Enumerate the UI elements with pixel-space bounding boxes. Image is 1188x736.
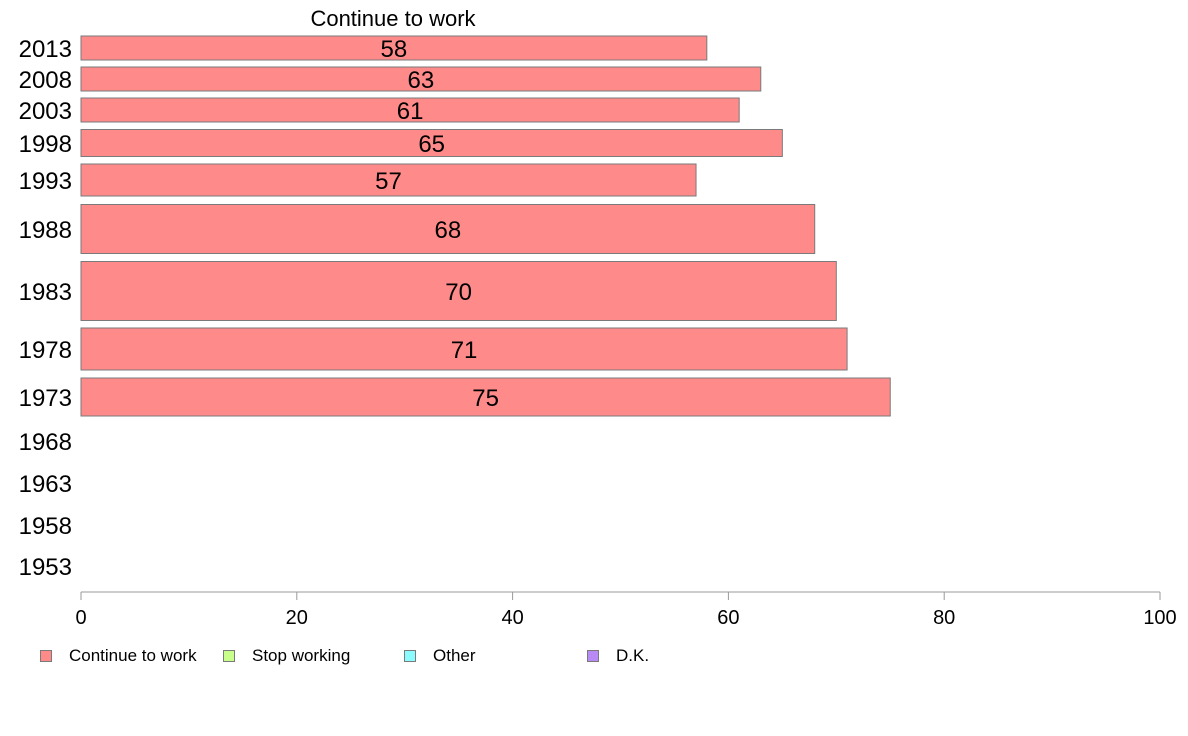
x-tick-label-40: 40 [501, 607, 523, 629]
category-label-1993: 1993 [19, 168, 72, 195]
category-label-1988: 1988 [19, 217, 72, 244]
legend-swatch-2 [404, 650, 416, 662]
legend-label-2: Other [433, 646, 476, 665]
legend-label-3: D.K. [616, 646, 650, 665]
legend-label-1: Stop working [252, 646, 351, 665]
legend-item-1: Stop working [223, 646, 350, 666]
legend-swatch-0 [40, 650, 52, 662]
category-label-1958: 1958 [19, 513, 72, 540]
bar-2013-series-0 [80, 35, 708, 61]
x-tick-label-100: 100 [1143, 607, 1176, 629]
bar-label-1993-series-0: 57 [375, 168, 402, 195]
category-label-2003: 2003 [19, 98, 72, 125]
bar-label-1983-series-0: 70 [445, 279, 472, 306]
category-label-1983: 1983 [19, 279, 72, 306]
x-axis: 0 20 40 60 80 100 [75, 591, 1177, 629]
bar-label-1988-series-0: 68 [435, 217, 462, 244]
category-label-1953: 1953 [19, 554, 72, 581]
bar-1973-series-0 [80, 377, 891, 417]
bar-label-2013-series-0: 58 [381, 36, 408, 63]
legend-item-3: D.K. [587, 646, 649, 666]
bar-label-1978-series-0: 71 [451, 337, 478, 364]
category-label-2013: 2013 [19, 36, 72, 63]
bar-label-2008-series-0: 63 [408, 67, 435, 94]
bar-label-1973-series-0: 75 [472, 385, 499, 412]
category-label-1973: 1973 [19, 385, 72, 412]
legend: Continue to work Stop working Other D.K. [40, 646, 800, 668]
category-label-1978: 1978 [19, 337, 72, 364]
bar-2003-series-0 [80, 97, 740, 123]
bar-2008-series-0 [80, 66, 762, 92]
chart-title: Continue to work [310, 6, 476, 31]
bar-label-2003-series-0: 61 [397, 98, 424, 125]
category-labels: 2013 2008 2003 1998 1993 1988 1983 1978 1973 1968… [19, 36, 72, 581]
category-label-2008: 2008 [19, 67, 72, 94]
bar-1983-series-0 [80, 261, 837, 321]
category-label-1963: 1963 [19, 471, 72, 498]
x-tick-label-0: 0 [75, 607, 86, 629]
legend-label-0: Continue to work [69, 646, 197, 665]
x-tick-label-80: 80 [933, 607, 955, 629]
bar-1993-series-0 [80, 163, 697, 197]
legend-swatch-3 [587, 650, 599, 662]
legend-item-0: Continue to work [40, 646, 197, 666]
bar-1978-series-0 [80, 327, 848, 371]
x-tick-label-20: 20 [286, 607, 308, 629]
bar-1988-series-0 [80, 204, 816, 254]
x-tick-label-60: 60 [717, 607, 739, 629]
bar-label-1998-series-0: 65 [418, 131, 445, 158]
category-label-1968: 1968 [19, 429, 72, 456]
bar-1998-series-0 [80, 129, 783, 157]
category-label-1998: 1998 [19, 131, 72, 158]
legend-swatch-1 [223, 650, 235, 662]
legend-item-2: Other [404, 646, 476, 666]
